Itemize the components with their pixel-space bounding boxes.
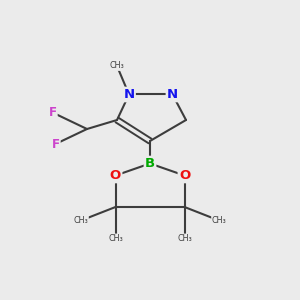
Text: F: F xyxy=(49,106,56,119)
Text: CH₃: CH₃ xyxy=(110,61,124,70)
Text: O: O xyxy=(110,169,121,182)
Text: B: B xyxy=(145,157,155,170)
Text: O: O xyxy=(179,169,190,182)
Text: CH₃: CH₃ xyxy=(177,234,192,243)
Text: F: F xyxy=(52,137,59,151)
Text: CH₃: CH₃ xyxy=(74,216,88,225)
Text: CH₃: CH₃ xyxy=(212,216,226,225)
Text: N: N xyxy=(167,88,178,101)
Text: N: N xyxy=(123,88,135,101)
Text: CH₃: CH₃ xyxy=(108,234,123,243)
